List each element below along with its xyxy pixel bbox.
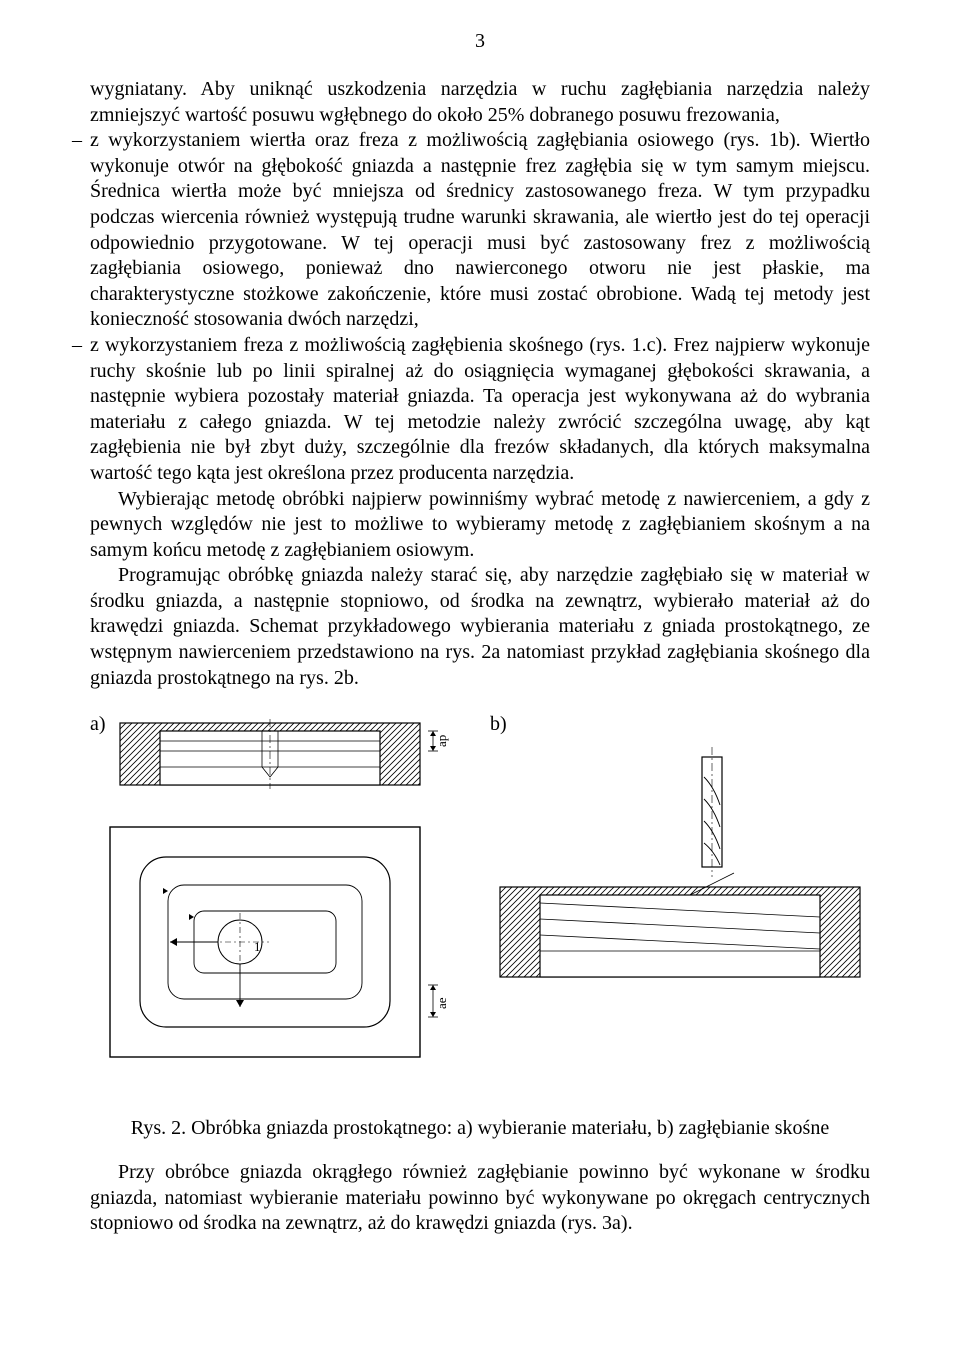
page-number: 3 [90,30,870,53]
end-mill-icon [702,747,722,877]
figure-row: a) [90,717,870,1077]
figure-a-svg: ap [90,717,470,1077]
paragraph-lead: wygniatany. Aby uniknąć uszkodzenia narz… [90,77,870,128]
body-text: wygniatany. Aby uniknąć uszkodzenia narz… [90,77,870,691]
bullet-dash-icon: – [72,333,90,487]
bullet-item-1: – z wykorzystaniem wiertła oraz freza z … [90,128,870,333]
bullet-1-text: z wykorzystaniem wiertła oraz freza z mo… [90,128,870,333]
figure-a-point-1: 1 [254,939,261,954]
bullet-list: – z wykorzystaniem wiertła oraz freza z … [90,128,870,486]
bullet-dash-icon: – [72,128,90,333]
paragraph-4: Przy obróbce gniazda okrągłego również z… [90,1160,870,1237]
figure-b: b) [490,717,870,1077]
page-container: 3 wygniatany. Aby uniknąć uszkodzenia na… [0,0,960,1277]
dim-ae-label: ae [434,997,449,1009]
figure-caption: Rys. 2. Obróbka gniazda prostokątnego: a… [90,1117,870,1140]
figure-b-svg [490,717,870,1077]
paragraph-3: Programując obróbkę gniazda należy stara… [90,563,870,691]
bullet-item-2: – z wykorzystaniem freza z możliwością z… [90,333,870,487]
dim-ap-label: ap [434,735,449,747]
bullet-2-text: z wykorzystaniem freza z możliwością zag… [90,333,870,487]
figure-a: a) [90,717,470,1077]
figure-b-label: b) [490,713,507,736]
body-text-after: Przy obróbce gniazda okrągłego również z… [90,1160,870,1237]
paragraph-2: Wybierając metodę obróbki najpierw powin… [90,487,870,564]
figure-a-label: a) [90,713,106,736]
